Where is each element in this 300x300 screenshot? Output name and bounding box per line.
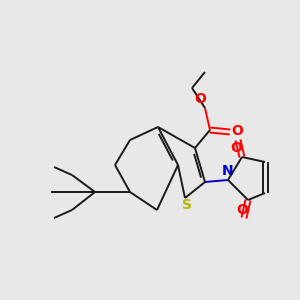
Text: O: O [231,124,243,138]
Text: O: O [194,92,206,106]
Text: O: O [230,141,242,155]
Text: O: O [236,203,248,217]
Text: S: S [182,198,192,212]
Text: N: N [222,164,234,178]
